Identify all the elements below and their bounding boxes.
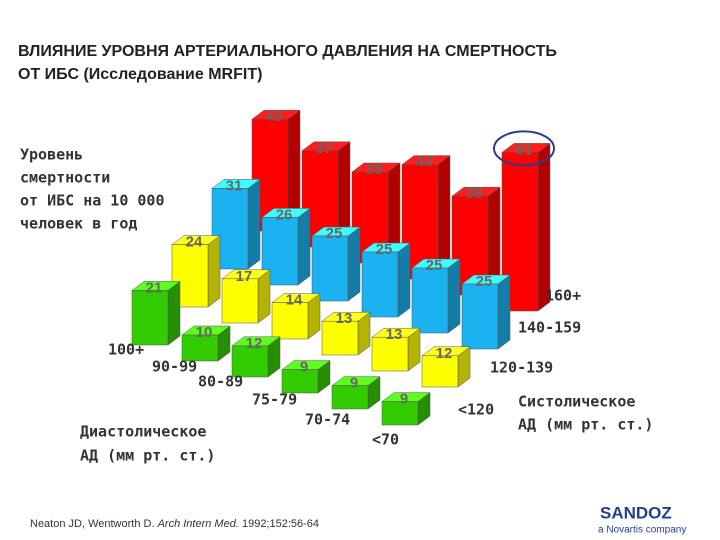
x-tick-label: 100+: [108, 341, 144, 359]
logo-sub: a Novartis company: [598, 525, 686, 536]
value-label: 25: [326, 225, 343, 242]
x-axis-label: АД (мм рт. ст.): [80, 447, 215, 465]
bar: [271, 302, 309, 340]
value-label: 25: [476, 273, 493, 290]
source-part: Arch Intern Med.: [157, 518, 239, 530]
value-label: 17: [236, 268, 253, 285]
x-axis-label: Диастолическое: [80, 423, 206, 441]
value-label: 26: [276, 206, 293, 223]
x-tick-label: <70: [372, 431, 399, 449]
bar: [281, 369, 319, 394]
bar: [361, 251, 399, 318]
y-axis-label: от ИБС на 10 000: [20, 192, 165, 210]
bar: [371, 336, 409, 372]
x-tick-label: 75-79: [252, 391, 297, 409]
bar: [221, 278, 259, 324]
bar: [421, 355, 459, 388]
bar-side: [167, 280, 181, 346]
bar: [321, 320, 359, 356]
value-label: 13: [386, 326, 403, 343]
value-label: 21: [146, 279, 163, 296]
bar-side: [297, 207, 311, 286]
value-label: 9: [300, 359, 308, 376]
bar-side: [247, 178, 261, 270]
source-part: Neaton JD, Wentworth D.: [30, 518, 158, 530]
z-axis-label: АД (мм рт. ст.): [518, 416, 653, 434]
bar: [131, 290, 169, 346]
bar-side: [207, 235, 221, 308]
bar: [381, 401, 419, 426]
value-label: 12: [436, 345, 453, 362]
bar-side: [397, 242, 411, 318]
bar-side: [257, 269, 271, 324]
value-label: 24: [186, 234, 203, 251]
highlight-ring: [493, 130, 555, 167]
value-label: 37: [316, 140, 333, 157]
z-tick-label: 140-159: [518, 319, 581, 337]
title-line: ВЛИЯНИЕ УРОВНЯ АРТЕРИАЛЬНОГО ДАВЛЕНИЯ НА…: [18, 43, 557, 60]
value-label: 38: [466, 185, 483, 202]
value-label: 9: [350, 375, 358, 392]
z-tick-label: 120-139: [490, 359, 553, 377]
value-label: 9: [400, 391, 408, 408]
x-tick-label: 90-99: [152, 358, 197, 376]
value-label: 43: [266, 108, 283, 125]
source-part: 1992;152:56-64: [239, 518, 319, 530]
z-tick-label: <120: [458, 401, 494, 419]
bar-side: [497, 274, 511, 350]
logo: SANDOZ: [600, 503, 672, 522]
value-label: 12: [246, 335, 263, 352]
bar: [181, 334, 219, 362]
value-label: 13: [336, 310, 353, 327]
bar: [461, 283, 499, 350]
value-label: 31: [226, 177, 243, 194]
y-axis-label: смертности: [20, 169, 110, 187]
value-label: 44: [416, 154, 433, 171]
source: Neaton JD, Wentworth D. Arch Intern Med.…: [30, 518, 319, 530]
title-line: ОТ ИБС (Исследование MRFIT): [18, 66, 262, 83]
x-tick-label: 70-74: [305, 411, 350, 429]
x-tick-label: 80-89: [198, 373, 243, 391]
y-axis-label: человек в год: [20, 215, 137, 233]
value-label: 35: [366, 161, 383, 178]
z-tick-label: 160+: [545, 287, 581, 305]
bar: [411, 267, 449, 334]
value-label: 61: [516, 141, 533, 158]
bar: [311, 235, 349, 302]
y-axis-label: Уровень: [20, 146, 83, 164]
z-axis-label: Систолическое: [518, 393, 635, 411]
bar-side: [347, 226, 361, 302]
value-label: 25: [426, 257, 443, 274]
value-label: 14: [286, 292, 303, 309]
value-label: 25: [376, 241, 393, 258]
bar: [331, 385, 369, 410]
bar: [231, 345, 269, 378]
bar-side: [447, 258, 461, 334]
value-label: 10: [196, 324, 213, 341]
